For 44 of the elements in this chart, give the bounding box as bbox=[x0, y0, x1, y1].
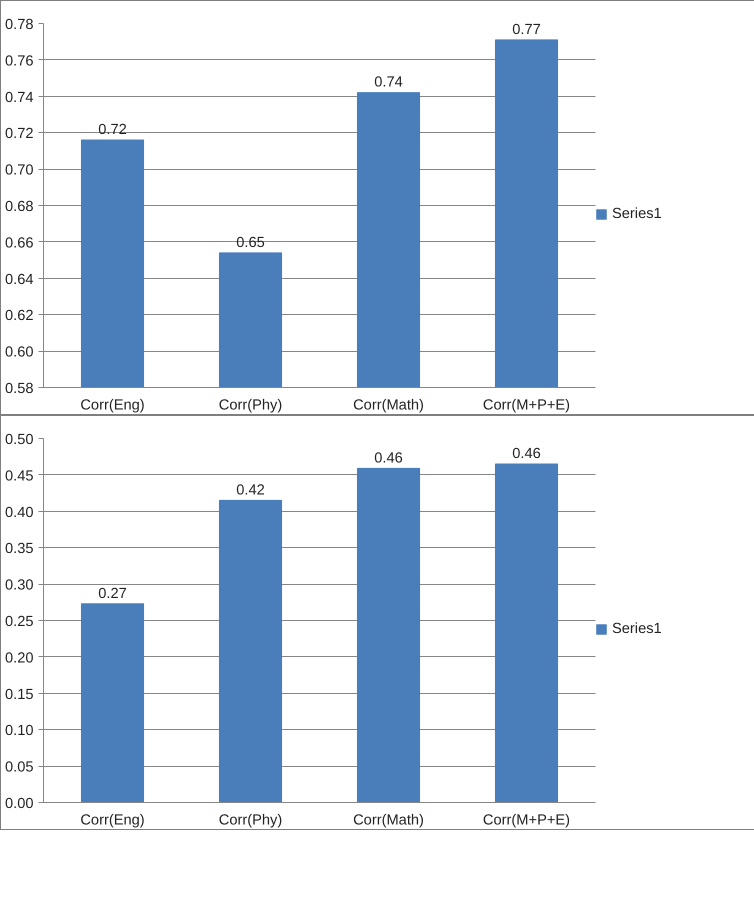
x-tick-label: Corr(Phy) bbox=[218, 398, 282, 414]
x-tick-label: Corr(Eng) bbox=[80, 812, 145, 828]
data-label: 0.65 bbox=[236, 234, 265, 251]
y-tick-label: 0.25 bbox=[4, 614, 34, 630]
y-tick-label: 0.15 bbox=[4, 686, 34, 703]
data-label: 0.42 bbox=[236, 482, 265, 498]
y-tick-label: 0.50 bbox=[4, 432, 34, 448]
y-tick-label: 0.05 bbox=[4, 760, 34, 776]
x-tick-label: Corr(Math) bbox=[353, 398, 424, 414]
x-tick-label: Corr(Phy) bbox=[218, 812, 282, 828]
x-tick-label: Corr(Math) bbox=[353, 812, 424, 828]
y-tick-label: 0.62 bbox=[4, 308, 34, 324]
y-tick-label: 0.40 bbox=[4, 504, 34, 521]
data-label: 0.27 bbox=[98, 586, 127, 602]
y-tick-label: 0.60 bbox=[4, 344, 34, 361]
y-tick-label: 0.74 bbox=[4, 90, 34, 106]
y-tick-label: 0.30 bbox=[4, 578, 34, 594]
data-label: 0.74 bbox=[374, 74, 403, 91]
bar bbox=[356, 468, 420, 802]
legend-label: Series1 bbox=[612, 621, 662, 637]
data-label: 0.72 bbox=[98, 122, 127, 138]
legend-label: Series1 bbox=[612, 206, 662, 222]
y-tick-label: 0.64 bbox=[4, 272, 34, 288]
bar bbox=[80, 603, 144, 802]
y-tick-label: 0.58 bbox=[4, 381, 34, 397]
bar bbox=[494, 463, 558, 802]
y-tick-label: 0.70 bbox=[4, 162, 34, 179]
data-label: 0.46 bbox=[374, 450, 403, 466]
x-tick-label: Corr(M+P+E) bbox=[482, 398, 570, 414]
bar bbox=[218, 500, 282, 802]
y-tick-label: 0.35 bbox=[4, 541, 34, 558]
y-tick-label: 0.66 bbox=[4, 235, 34, 252]
y-tick-label: 0.20 bbox=[4, 650, 34, 666]
y-tick-label: 0.10 bbox=[4, 723, 34, 740]
x-tick-label: Corr(M+P+E) bbox=[482, 812, 570, 828]
y-tick-label: 0.45 bbox=[4, 468, 34, 484]
data-label: 0.46 bbox=[512, 446, 541, 462]
y-tick-label: 0.78 bbox=[4, 17, 34, 33]
y-tick-label: 0.72 bbox=[4, 126, 34, 142]
y-tick-label: 0.68 bbox=[4, 199, 34, 215]
y-tick-label: 0.00 bbox=[4, 796, 34, 812]
data-label: 0.77 bbox=[512, 22, 541, 38]
x-tick-label: Corr(Eng) bbox=[80, 398, 145, 414]
y-tick-label: 0.76 bbox=[4, 53, 34, 70]
